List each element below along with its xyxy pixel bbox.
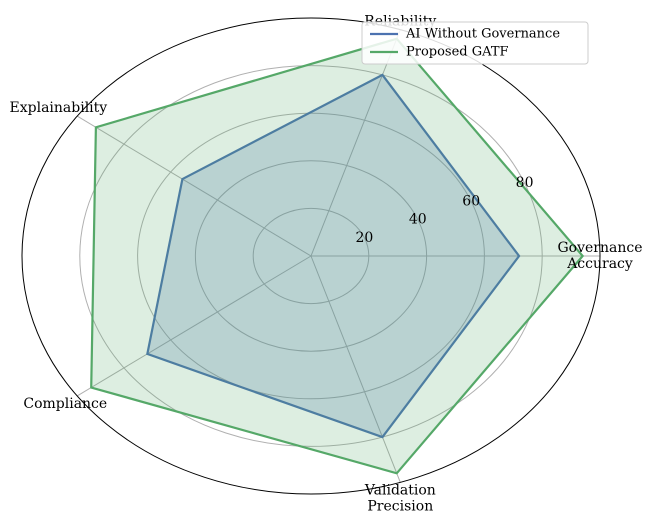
series-line bbox=[146, 73, 521, 439]
outer-frame bbox=[21, 17, 601, 495]
category-label: Governance Accuracy bbox=[557, 240, 642, 272]
category-label: Validation Precision bbox=[364, 482, 436, 514]
spoke bbox=[310, 255, 401, 483]
series-line bbox=[90, 37, 585, 475]
legend-label: Proposed GATF bbox=[406, 45, 509, 60]
spoke bbox=[76, 115, 312, 257]
series-area bbox=[91, 38, 583, 474]
r-tick-label: 80 bbox=[516, 175, 534, 191]
category-label: Compliance bbox=[23, 396, 107, 412]
r-tick-label: 60 bbox=[462, 193, 480, 209]
r-tick-label: 40 bbox=[409, 212, 427, 228]
series-area bbox=[147, 74, 520, 438]
spoke bbox=[76, 255, 312, 397]
legend-box bbox=[361, 21, 589, 65]
legend-label: AI Without Governance bbox=[405, 27, 560, 42]
r-tick-label: 20 bbox=[355, 230, 373, 246]
category-label: Explainability bbox=[10, 100, 108, 116]
spoke bbox=[310, 29, 401, 257]
